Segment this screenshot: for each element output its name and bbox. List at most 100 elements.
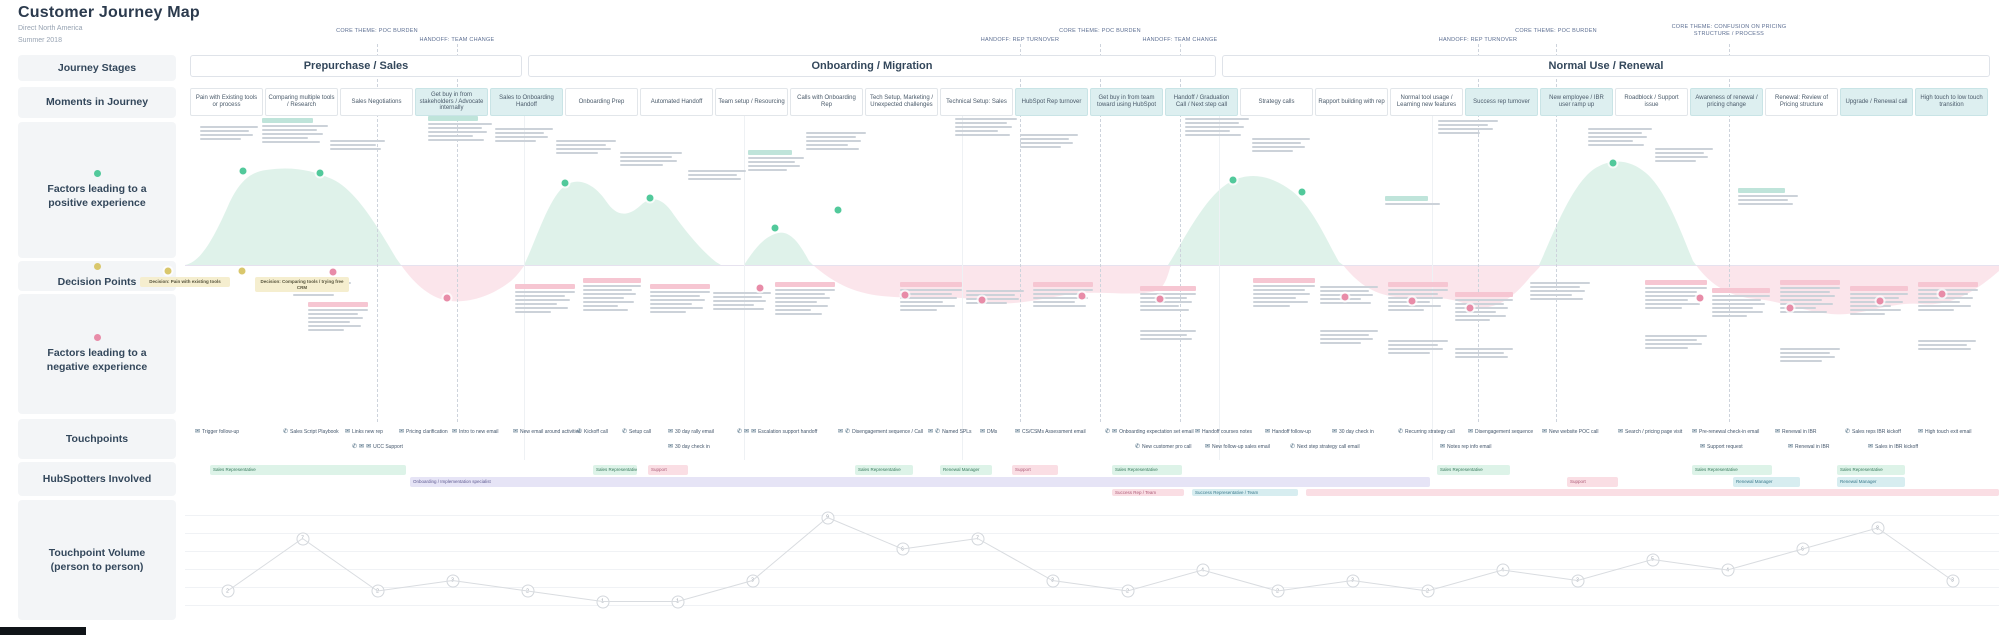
note-block-negative[interactable] bbox=[1918, 340, 1976, 352]
note-block-positive[interactable] bbox=[1252, 138, 1310, 154]
hubspotter-chip[interactable]: Renewal Manager bbox=[1733, 477, 1800, 487]
volume-data-point[interactable]: 2 bbox=[1271, 584, 1284, 598]
pink-factor-dot[interactable] bbox=[443, 294, 451, 302]
hubspotter-chip[interactable]: Sales Representative bbox=[1112, 465, 1182, 475]
moment-card[interactable]: Normal tool usage / Learning new feature… bbox=[1390, 88, 1463, 116]
hubspotter-chip[interactable]: Sales Representative bbox=[593, 465, 637, 475]
note-block-negative[interactable] bbox=[1320, 330, 1378, 346]
moment-card[interactable]: Technical Setup: Sales bbox=[940, 88, 1013, 116]
touchpoint-chip[interactable]: ✉ Trigger follow-up bbox=[195, 429, 239, 435]
pink-factor-dot[interactable] bbox=[756, 284, 764, 292]
note-block-negative[interactable] bbox=[713, 292, 771, 312]
pink-factor-dot[interactable] bbox=[1408, 297, 1416, 305]
pink-factor-dot[interactable] bbox=[1786, 304, 1794, 312]
touchpoint-chip[interactable]: ✉ Handoff courses notes bbox=[1195, 429, 1252, 435]
moment-card[interactable]: Sales Negotiations bbox=[340, 88, 413, 116]
touchpoint-chip[interactable]: ✉ Links new rep bbox=[345, 429, 383, 435]
touchpoint-chip[interactable]: ✉ 30 day check in bbox=[1332, 429, 1374, 435]
hubspotter-chip[interactable]: Support bbox=[648, 465, 688, 475]
touchpoint-chip[interactable]: ✉ Disengagement sequence bbox=[1468, 429, 1533, 435]
volume-data-point[interactable]: 2 bbox=[1121, 584, 1134, 598]
moment-card[interactable]: Upgrade / Renewal call bbox=[1840, 88, 1913, 116]
yellow-factor-dot[interactable] bbox=[164, 267, 172, 275]
note-block-positive[interactable] bbox=[1438, 120, 1498, 136]
note-block-positive[interactable] bbox=[428, 116, 492, 143]
note-block-negative[interactable] bbox=[650, 284, 710, 315]
note-block-negative[interactable] bbox=[1033, 282, 1093, 309]
note-block-positive[interactable] bbox=[1738, 188, 1798, 207]
volume-data-point[interactable]: 2 bbox=[371, 584, 384, 598]
green-factor-dot[interactable] bbox=[1298, 188, 1306, 196]
green-factor-dot[interactable] bbox=[1229, 176, 1237, 184]
moment-card[interactable]: Handoff / Graduation Call / Next step ca… bbox=[1165, 88, 1238, 116]
volume-data-point[interactable]: 3 bbox=[1571, 574, 1584, 587]
pink-factor-dot[interactable] bbox=[1078, 292, 1086, 300]
moment-card[interactable]: High touch to low touch transition bbox=[1915, 88, 1988, 116]
touchpoint-chip[interactable]: ✉ Intro to new email bbox=[452, 429, 499, 435]
moment-card[interactable]: New employee / IBR user ramp up bbox=[1540, 88, 1613, 116]
moment-card[interactable]: Onboarding Prep bbox=[565, 88, 638, 116]
note-block-negative[interactable] bbox=[775, 282, 835, 317]
stage-box[interactable]: Prepurchase / Sales bbox=[190, 55, 522, 77]
volume-data-point[interactable]: 9 bbox=[821, 511, 834, 524]
moment-card[interactable]: Strategy calls bbox=[1240, 88, 1313, 116]
touchpoint-chip[interactable]: ✉ CS/CSMs Assessment email bbox=[1015, 429, 1086, 435]
note-block-positive[interactable] bbox=[1655, 148, 1713, 164]
touchpoint-chip[interactable]: ✉ Search / pricing page visit bbox=[1618, 429, 1682, 435]
green-factor-dot[interactable] bbox=[646, 194, 654, 202]
hubspotter-chip[interactable]: Success Rep / Team bbox=[1112, 489, 1184, 496]
yellow-factor-dot[interactable] bbox=[238, 267, 246, 275]
hubspotter-chip[interactable]: Support bbox=[1012, 465, 1058, 475]
note-block-negative[interactable] bbox=[583, 278, 641, 313]
note-block-negative[interactable] bbox=[1388, 282, 1448, 313]
stage-box[interactable]: Normal Use / Renewal bbox=[1222, 55, 1990, 77]
touchpoint-chip[interactable]: ✉ Pre-renewal check-in email bbox=[1692, 429, 1759, 435]
touchpoint-chip[interactable]: ✉ Sales in IBR kickoff bbox=[1868, 444, 1918, 450]
green-factor-dot[interactable] bbox=[239, 167, 247, 175]
hubspotter-chip[interactable]: Sales Representative bbox=[855, 465, 913, 475]
note-block-negative[interactable] bbox=[1918, 282, 1978, 313]
pink-factor-dot[interactable] bbox=[1696, 294, 1704, 302]
moment-card[interactable]: Get buy in from stakeholders / Advocate … bbox=[415, 88, 488, 116]
volume-data-point[interactable]: 3 bbox=[1046, 574, 1059, 587]
hubspotter-chip[interactable] bbox=[1306, 489, 1999, 496]
note-block-positive[interactable] bbox=[330, 140, 385, 152]
volume-data-point[interactable]: 3 bbox=[1346, 574, 1359, 587]
touchpoint-chip[interactable]: ✉ Notes rep info email bbox=[1440, 444, 1492, 450]
pink-factor-dot[interactable] bbox=[329, 268, 337, 276]
moment-card[interactable]: Roadblock / Support issue bbox=[1615, 88, 1688, 116]
note-block-negative[interactable] bbox=[1140, 330, 1196, 342]
touchpoint-chip[interactable]: ✉ Renewal in IBR bbox=[1775, 429, 1817, 435]
touchpoint-chip[interactable]: ✆ Sales reps IBR kickoff bbox=[1845, 429, 1901, 435]
moment-card[interactable]: Comparing multiple tools / Research bbox=[265, 88, 338, 116]
volume-data-point[interactable]: 6 bbox=[1796, 542, 1809, 556]
moment-card[interactable]: Sales to Onboarding Handoff bbox=[490, 88, 563, 116]
touchpoint-chip[interactable]: ✉ ✆ Named SPLs bbox=[928, 429, 972, 435]
note-block-negative[interactable] bbox=[515, 284, 575, 315]
moment-card[interactable]: Automated Handoff bbox=[640, 88, 713, 116]
touchpoint-chip[interactable]: ✆ New customer pro call bbox=[1135, 444, 1192, 450]
hubspotter-chip[interactable]: Sales Representative bbox=[210, 465, 406, 475]
volume-data-point[interactable]: 7 bbox=[296, 532, 309, 545]
note-block-negative[interactable] bbox=[1140, 286, 1196, 313]
note-block-positive[interactable] bbox=[620, 152, 682, 168]
note-block-negative[interactable] bbox=[1320, 286, 1378, 306]
note-block-positive[interactable] bbox=[200, 126, 258, 142]
moment-card[interactable]: Renewal: Review of Pricing structure bbox=[1765, 88, 1838, 116]
volume-data-point[interactable]: 8 bbox=[1871, 521, 1884, 535]
hubspotter-chip[interactable]: Renewal Manager bbox=[940, 465, 992, 475]
hubspotter-chip[interactable]: Success Representative / Team bbox=[1192, 489, 1298, 496]
note-block-negative[interactable] bbox=[308, 302, 368, 333]
touchpoint-chip[interactable]: ✉ ✆ Disengagement sequence / Call bbox=[838, 429, 923, 435]
decision-chip[interactable]: Decision: Pain with existing tools bbox=[140, 277, 230, 287]
hubspotter-chip[interactable]: Sales Representative bbox=[1692, 465, 1772, 475]
moment-card[interactable]: Calls with Onboarding Rep bbox=[790, 88, 863, 116]
touchpoint-chip[interactable]: ✉ Handoff follow-up bbox=[1265, 429, 1311, 435]
green-factor-dot[interactable] bbox=[561, 179, 569, 187]
note-block-negative[interactable] bbox=[1645, 280, 1707, 311]
hubspotter-chip[interactable]: Renewal Manager bbox=[1837, 477, 1905, 487]
touchpoint-chip[interactable]: ✉ Support request bbox=[1700, 444, 1743, 450]
moment-card[interactable]: Awareness of renewal / pricing change bbox=[1690, 88, 1763, 116]
touchpoint-chip[interactable]: ✆ Kickoff call bbox=[577, 429, 608, 435]
hubspotter-chip[interactable]: Sales Representative bbox=[1437, 465, 1510, 475]
